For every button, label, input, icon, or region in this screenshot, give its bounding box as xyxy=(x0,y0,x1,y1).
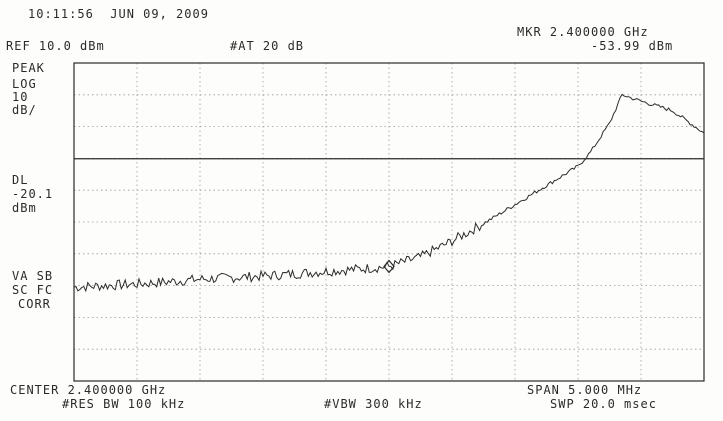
correction-line-1: VA SB xyxy=(12,269,54,283)
correction-line-2: SC FC xyxy=(12,283,54,297)
video-bandwidth: #VBW 300 kHz xyxy=(324,397,423,411)
scale-type: LOG xyxy=(12,77,37,91)
scale-value: 10 xyxy=(12,90,29,104)
marker-frequency: MKR 2.400000 GHz xyxy=(517,25,649,39)
attenuation: #AT 20 dB xyxy=(230,39,305,53)
sweep-time: SWP 20.0 msec xyxy=(550,397,657,411)
display-line-value: -20.1 xyxy=(12,187,54,201)
scale-unit: dB/ xyxy=(12,103,37,117)
display-line-label: DL xyxy=(12,173,29,187)
center-frequency: CENTER 2.400000 GHz xyxy=(10,383,167,397)
frequency-span: SPAN 5.000 MHz xyxy=(527,383,643,397)
timestamp: 10:11:56 JUN 09, 2009 xyxy=(28,7,209,21)
marker-level: -53.99 dBm xyxy=(591,39,674,53)
marker-diamond xyxy=(383,259,395,274)
ref-level: REF 10.0 dBm xyxy=(6,39,105,53)
plot-frame xyxy=(73,62,705,382)
display-line-unit: dBm xyxy=(12,201,37,215)
graticule xyxy=(74,63,704,381)
correction-line-3: CORR xyxy=(18,297,51,311)
detector-mode: PEAK xyxy=(12,61,45,75)
resolution-bandwidth: #RES BW 100 kHz xyxy=(62,397,186,411)
